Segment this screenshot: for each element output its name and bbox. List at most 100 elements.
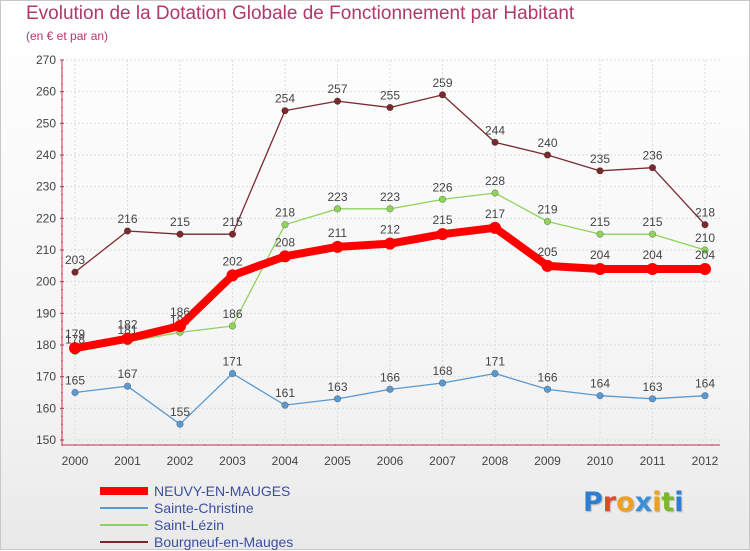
chart-subtitle: (en € et par an)	[26, 29, 109, 43]
data-label-sainte-christine: 171	[485, 355, 505, 369]
y-tick-label: 150	[36, 433, 56, 447]
data-point-neuvy-en-mauges	[174, 320, 186, 332]
logo-letter: x	[634, 487, 653, 518]
data-point-neuvy-en-mauges	[646, 263, 659, 275]
data-label-saint-l-zin: 210	[695, 231, 715, 245]
data-label-sainte-christine: 167	[117, 367, 137, 381]
data-label-sainte-christine: 164	[590, 377, 610, 391]
legend-swatch-saint-lezin	[100, 524, 148, 526]
data-point-sainte-christine	[71, 388, 79, 397]
x-tick-label: 2012	[692, 454, 719, 468]
data-point-sainte-christine	[123, 382, 132, 390]
data-point-sainte-christine	[648, 395, 657, 403]
data-point-bourgneuf-en-mauges	[333, 97, 342, 105]
data-label-sainte-christine: 171	[222, 355, 242, 369]
data-label-neuvy-en-mauges: 215	[432, 213, 452, 227]
x-tick-label: 2011	[640, 454, 666, 468]
data-label-neuvy-en-mauges: 204	[695, 248, 715, 262]
data-label-bourgneuf-en-mauges: 244	[485, 123, 505, 137]
data-point-neuvy-en-mauges	[541, 259, 554, 272]
data-point-saint-l-zin	[543, 217, 552, 226]
y-tick-label: 190	[36, 306, 56, 320]
y-tick-label: 210	[36, 243, 56, 257]
legend-label-saint-lezin: Saint-Lézin	[154, 517, 225, 533]
data-label-saint-l-zin: 223	[380, 190, 400, 204]
x-tick-label: 2004	[272, 454, 299, 468]
x-tick-label: 2002	[167, 454, 194, 468]
x-tick-label: 2000	[62, 454, 89, 468]
data-point-bourgneuf-en-mauges	[438, 91, 447, 99]
data-label-saint-l-zin: 215	[642, 215, 662, 229]
logo-letter: i	[674, 487, 684, 518]
data-point-sainte-christine	[228, 369, 237, 378]
data-label-sainte-christine: 165	[65, 374, 85, 388]
data-point-bourgneuf-en-mauges	[701, 221, 709, 229]
data-label-neuvy-en-mauges: 217	[485, 207, 505, 221]
data-label-saint-l-zin: 218	[275, 206, 295, 220]
y-tick-label: 160	[36, 401, 56, 415]
data-label-bourgneuf-en-mauges: 215	[170, 215, 190, 229]
data-point-sainte-christine	[333, 395, 342, 403]
data-label-saint-l-zin: 223	[327, 190, 347, 204]
y-tick-label: 170	[36, 370, 56, 384]
data-point-neuvy-en-mauges	[699, 263, 711, 275]
y-tick-label: 250	[36, 116, 56, 130]
data-point-neuvy-en-mauges	[121, 332, 134, 345]
legend-label-neuvy: NEUVY-EN-MAUGES	[154, 483, 291, 499]
data-label-saint-l-zin: 219	[537, 203, 557, 217]
data-label-bourgneuf-en-mauges: 236	[642, 149, 662, 163]
data-point-sainte-christine	[701, 392, 709, 400]
data-point-sainte-christine	[491, 369, 499, 378]
x-tick-label: 2008	[482, 454, 509, 468]
data-label-sainte-christine: 166	[537, 370, 557, 384]
data-label-bourgneuf-en-mauges: 257	[327, 82, 347, 96]
x-tick-label: 2007	[429, 454, 456, 468]
logo-letter: r	[602, 487, 617, 518]
data-label-saint-l-zin: 215	[590, 215, 610, 229]
data-label-bourgneuf-en-mauges: 240	[537, 136, 557, 150]
data-label-neuvy-en-mauges: 211	[328, 226, 347, 240]
y-tick-label: 270	[36, 53, 56, 67]
data-point-sainte-christine	[543, 385, 552, 393]
data-label-neuvy-en-mauges: 202	[222, 254, 242, 268]
data-point-neuvy-en-mauges	[69, 342, 81, 355]
data-label-sainte-christine: 163	[642, 380, 662, 394]
data-label-neuvy-en-mauges: 182	[117, 318, 137, 332]
data-point-sainte-christine	[438, 379, 447, 387]
data-label-saint-l-zin: 228	[485, 174, 505, 188]
x-tick-label: 2009	[534, 454, 561, 468]
y-tick-label: 180	[36, 338, 56, 352]
data-point-bourgneuf-en-mauges	[543, 151, 552, 159]
data-label-sainte-christine: 166	[380, 370, 400, 384]
data-point-saint-l-zin	[333, 205, 342, 213]
data-label-sainte-christine: 168	[432, 364, 452, 378]
logo-letter: o	[616, 487, 635, 518]
data-label-neuvy-en-mauges: 186	[170, 305, 190, 319]
data-label-bourgneuf-en-mauges: 235	[590, 152, 610, 166]
data-point-bourgneuf-en-mauges	[228, 230, 237, 238]
y-tick-label: 230	[36, 180, 56, 194]
data-label-bourgneuf-en-mauges: 203	[65, 253, 85, 267]
data-label-saint-l-zin: 178	[65, 332, 85, 346]
legend-swatch-sainte-christine	[100, 507, 148, 509]
data-label-bourgneuf-en-mauges: 216	[117, 212, 137, 226]
data-label-sainte-christine: 163	[327, 380, 347, 394]
data-point-bourgneuf-en-mauges	[491, 138, 499, 146]
data-label-bourgneuf-en-mauges: 215	[222, 215, 242, 229]
data-point-neuvy-en-mauges	[279, 250, 291, 263]
data-label-sainte-christine: 161	[275, 386, 295, 400]
legend-label-sainte-christine: Sainte-Christine	[154, 500, 254, 516]
data-point-saint-l-zin	[491, 189, 499, 197]
data-point-bourgneuf-en-mauges	[648, 164, 657, 172]
data-point-saint-l-zin	[281, 221, 289, 229]
data-label-bourgneuf-en-mauges: 218	[695, 206, 715, 220]
legend-label-bourgneuf: Bourgneuf-en-Mauges	[154, 534, 294, 550]
chart-title: Evolution de la Dotation Globale de Fonc…	[26, 3, 575, 24]
data-label-neuvy-en-mauges: 205	[537, 245, 557, 259]
data-point-saint-l-zin	[386, 205, 394, 213]
data-point-bourgneuf-en-mauges	[596, 167, 604, 175]
data-point-neuvy-en-mauges	[594, 263, 606, 275]
logo-letter: P	[583, 487, 603, 518]
x-tick-label: 2005	[324, 454, 351, 468]
